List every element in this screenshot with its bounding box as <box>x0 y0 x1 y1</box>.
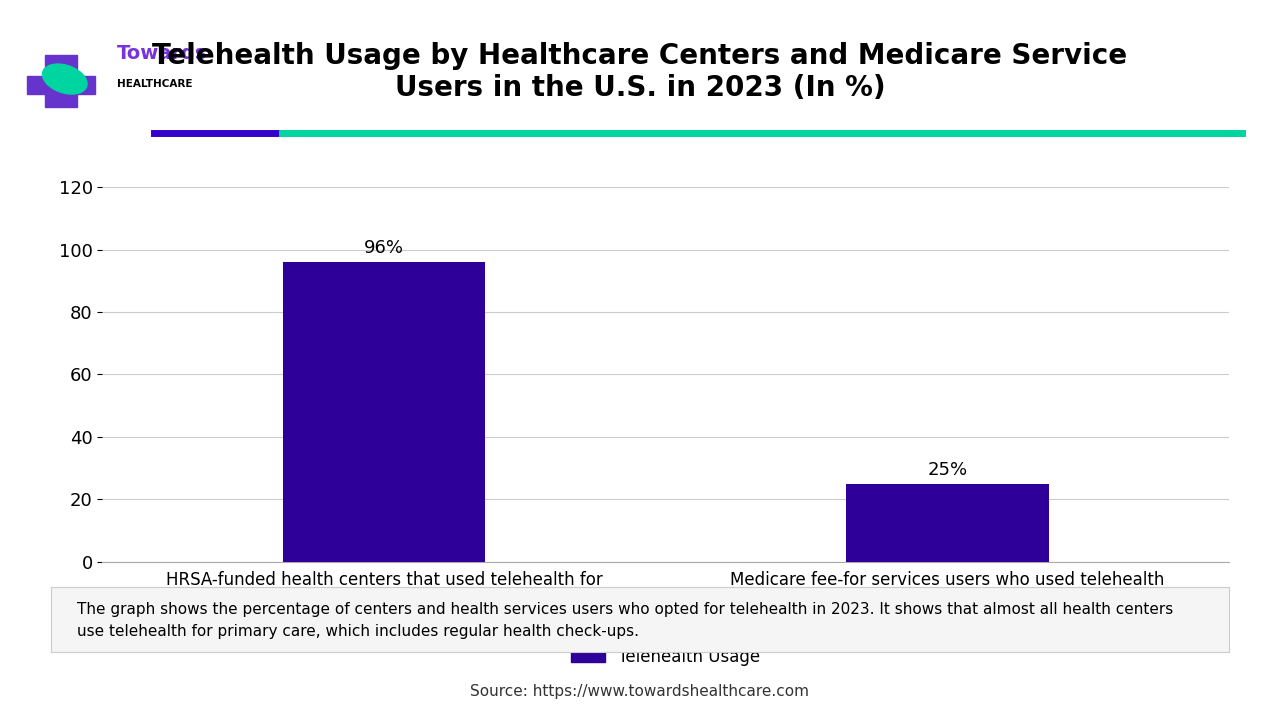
Text: Towards: Towards <box>116 45 207 63</box>
Text: 25%: 25% <box>927 461 968 479</box>
Bar <box>846 484 1048 562</box>
Legend: Telehealth Usage: Telehealth Usage <box>564 642 767 673</box>
Text: The graph shows the percentage of centers and health services users who opted fo: The graph shows the percentage of center… <box>77 602 1172 639</box>
Bar <box>283 262 485 562</box>
Text: 96%: 96% <box>364 239 404 257</box>
Text: Source: https://www.towardshealthcare.com: Source: https://www.towardshealthcare.co… <box>471 684 809 698</box>
Text: HEALTHCARE: HEALTHCARE <box>116 79 192 89</box>
Text: Telehealth Usage by Healthcare Centers and Medicare Service
Users in the U.S. in: Telehealth Usage by Healthcare Centers a… <box>152 42 1128 102</box>
Ellipse shape <box>42 64 87 94</box>
Bar <box>27 76 95 94</box>
Bar <box>45 55 77 107</box>
